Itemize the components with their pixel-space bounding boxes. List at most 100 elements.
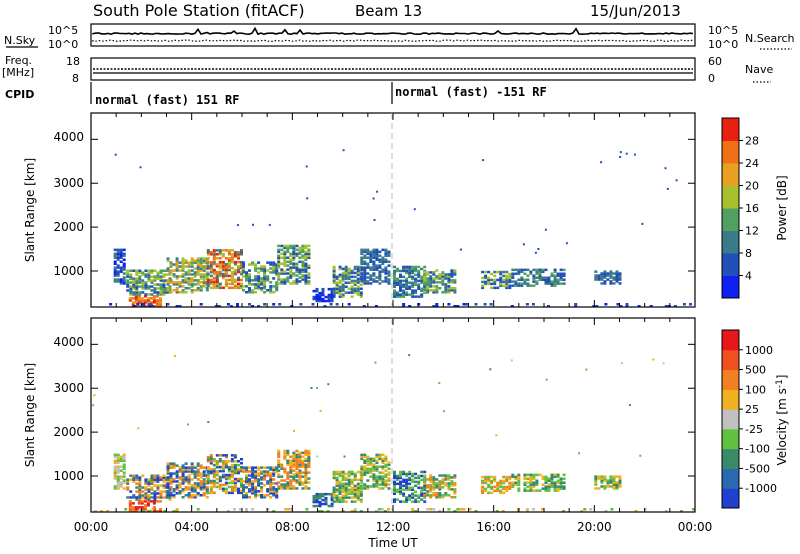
backscatter-cell [363,469,367,472]
backscatter-cell [511,276,515,279]
backscatter-cell [307,465,311,468]
backscatter-cell [272,261,276,264]
backscatter-cell [396,498,399,501]
scatter-speck [544,228,547,231]
backscatter-cell [227,268,231,272]
backscatter-cell [257,482,261,485]
backscatter-cell [363,461,367,464]
backscatter-cell [435,482,439,485]
cpid-segment-2: normal (fast) -151 RF [395,85,547,99]
backscatter-cell [190,259,194,262]
backscatter-cell [275,490,279,493]
backscatter-cell [181,257,185,260]
backscatter-cell [375,453,379,457]
backscatter-cell [429,488,433,491]
backscatter-cell [172,275,176,278]
backscatter-cell [295,473,299,476]
backscatter-cell [298,276,302,279]
backscatter-cell [535,276,539,279]
backscatter-cell [126,480,130,483]
backscatter-cell [178,486,182,489]
backscatter-cell [335,494,339,497]
velocity-axis-ticks [90,318,696,512]
backscatter-cell [286,471,290,474]
backscatter-cell [429,486,433,489]
backscatter-cell [233,268,237,272]
backscatter-cell [487,280,491,284]
backscatter-cell [432,281,436,284]
backscatter-cell [148,305,152,308]
backscatter-cell [150,279,154,282]
backscatter-cell [405,291,409,294]
backscatter-cell [166,472,170,475]
backscatter-cell [441,474,445,477]
backscatter-cell [532,485,536,488]
backscatter-cell [116,252,120,256]
backscatter-cell [301,481,305,484]
backscatter-cell [366,463,370,466]
backscatter-cell [181,259,185,262]
backscatter-cell [393,285,396,288]
backscatter-cell [295,268,299,271]
backscatter-cell [277,282,281,285]
backscatter-cell [283,479,287,482]
backscatter-cell [263,466,267,469]
backscatter-cell [199,484,203,487]
backscatter-cell [438,277,442,280]
backscatter-cell [490,278,494,282]
backscatter-cell [275,267,279,270]
backscatter-cell [190,279,194,282]
backscatter-cell [251,474,255,477]
backscatter-cell [405,474,409,478]
backscatter-cell [298,455,302,459]
backscatter-cell [190,289,194,292]
backscatter-cell [496,278,500,282]
backscatter-cell [263,472,267,475]
backscatter-cell [224,489,228,493]
backscatter-cell [132,291,136,294]
backscatter-cell [411,269,415,273]
backscatter-cell [547,489,551,492]
backscatter-cell [372,250,376,254]
backscatter-cell [153,496,157,499]
backscatter-cell [137,301,141,304]
backscatter-cell [175,510,179,513]
backscatter-cell [227,467,231,471]
backscatter-cell [144,496,148,499]
scatter-speck [373,219,376,221]
backscatter-cell [408,281,412,284]
backscatter-cell [556,272,560,275]
backscatter-cell [269,261,273,264]
backscatter-cell [531,508,535,511]
backscatter-cell [610,508,614,511]
backscatter-cell [142,305,146,308]
backscatter-cell [187,492,191,495]
backscatter-cell [618,274,622,277]
backscatter-cell [266,490,270,493]
backscatter-cell [175,488,179,491]
backscatter-cell [338,472,342,476]
backscatter-cell [612,272,616,275]
backscatter-cell [363,467,367,470]
backscatter-cell [166,267,170,270]
backscatter-cell [135,498,139,501]
backscatter-cell [335,287,339,290]
backscatter-cell [338,474,342,478]
backscatter-cell [269,476,273,479]
backscatter-cell [286,463,290,466]
colorbar-tick-label: 20 [745,180,759,193]
backscatter-cell [511,284,515,287]
backscatter-cell [254,478,258,481]
backscatter-cell [286,481,290,484]
backscatter-cell [532,280,536,283]
backscatter-cell [269,263,273,266]
backscatter-cell [517,487,521,490]
backscatter-cell [369,268,373,271]
backscatter-cell [218,477,222,481]
backscatter-cell [450,273,454,276]
backscatter-cell [411,480,415,484]
backscatter-cell [318,297,322,301]
scatter-speck [92,404,95,407]
backscatter-cell [162,291,166,294]
backscatter-cell [277,453,281,457]
